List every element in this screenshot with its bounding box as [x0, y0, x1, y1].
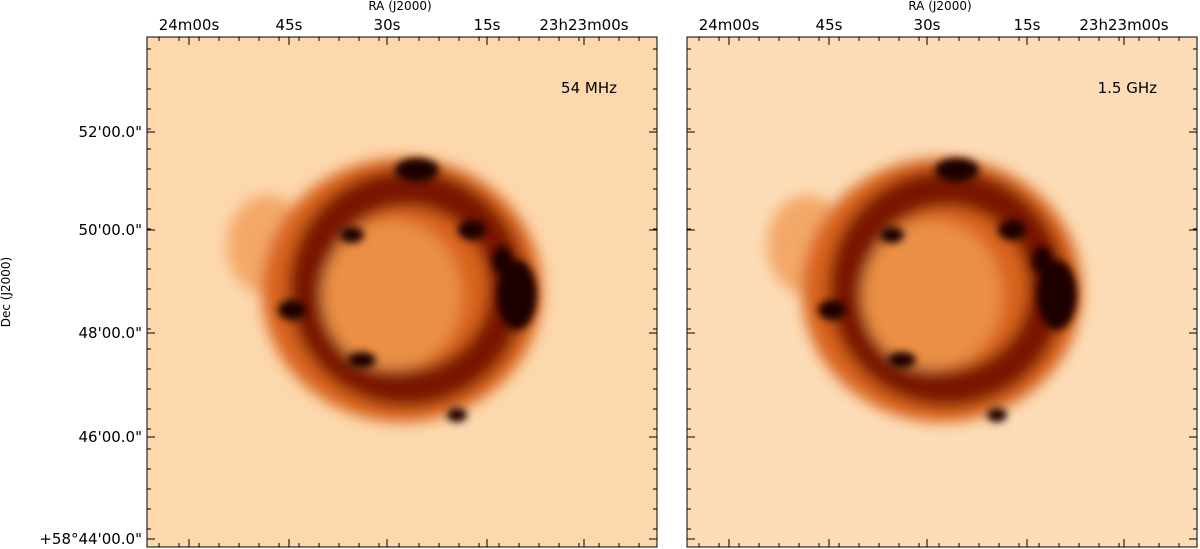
- knot: [998, 220, 1026, 240]
- y-tick-label: 48'00.0": [78, 324, 142, 342]
- knot: [888, 352, 916, 368]
- knot: [458, 220, 486, 240]
- knot: [278, 300, 306, 320]
- x-axis-label: RA (J2000): [908, 0, 971, 13]
- x-tick-label: 15s: [1014, 16, 1041, 34]
- panel-frame: [146, 36, 658, 548]
- panel-label: 54 MHz: [561, 79, 617, 97]
- knot: [348, 352, 376, 368]
- knots: [818, 158, 1077, 422]
- knot: [818, 300, 846, 320]
- y-tick-label: 46'00.0": [78, 428, 142, 446]
- y-axis-label: Dec (J2000): [0, 257, 13, 327]
- knot: [1032, 246, 1052, 274]
- x-tick-label: 23h23m00s: [539, 16, 628, 34]
- x-tick-label: 24m00s: [159, 16, 220, 34]
- knot: [492, 246, 512, 274]
- knot: [987, 408, 1007, 422]
- knot: [340, 227, 364, 243]
- panel-label: 1.5 GHz: [1098, 79, 1158, 97]
- image-panel: [147, 37, 657, 547]
- x-tick-label: 15s: [474, 16, 501, 34]
- knot: [935, 158, 979, 182]
- image-panel: [687, 37, 1197, 547]
- x-tick-label: 30s: [374, 16, 401, 34]
- knots: [278, 158, 537, 422]
- shell-inner: [862, 220, 1002, 370]
- x-tick-label: 23h23m00s: [1079, 16, 1168, 34]
- knot: [1037, 260, 1077, 330]
- knot: [395, 158, 439, 182]
- x-tick-label: 24m00s: [699, 16, 760, 34]
- knot: [497, 260, 537, 330]
- x-tick-label: 30s: [914, 16, 941, 34]
- panel-frame: [686, 36, 1198, 548]
- y-tick-label: 52'00.0": [78, 123, 142, 141]
- x-tick-label: 45s: [816, 16, 843, 34]
- y-tick-label: 50'00.0": [78, 221, 142, 239]
- knot: [447, 408, 467, 422]
- knot: [880, 227, 904, 243]
- x-tick-label: 45s: [276, 16, 303, 34]
- y-tick-label: +58°44'00.0": [39, 530, 142, 548]
- x-axis-label: RA (J2000): [368, 0, 431, 13]
- shell-inner: [322, 220, 462, 370]
